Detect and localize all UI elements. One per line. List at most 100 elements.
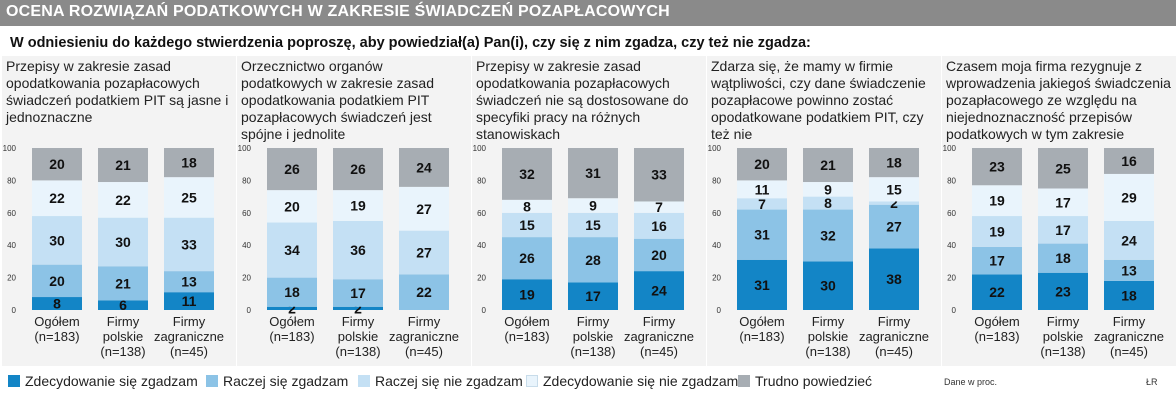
bar-segment (267, 222, 317, 278)
bar-segment (98, 300, 148, 310)
category-label: (n=183) (34, 329, 79, 344)
data-label: 19 (519, 287, 535, 303)
legend-label: Zdecydowanie się nie zgadzam (543, 373, 739, 389)
stacked-bar-chart: 0 20 40 60 80 100 19 26 15 8 32 Ogółem(n=183) 17 28 15… (473, 144, 694, 359)
y-tick-label: 0 (482, 306, 487, 315)
bar-segment (972, 274, 1022, 310)
bar-segment (737, 259, 787, 310)
data-label: 18 (284, 284, 300, 300)
bar-segment (333, 306, 383, 310)
data-label: 33 (651, 167, 667, 183)
category-label: (n=45) (1110, 344, 1148, 359)
category-label: Firmy (1047, 314, 1080, 329)
legend: Zdecydowanie się zgadzam Raczej się zgad… (8, 373, 1108, 393)
legend-swatch (526, 375, 538, 387)
data-label: 17 (585, 288, 601, 304)
bar-segment (164, 148, 214, 178)
category-label: Ogółem (739, 314, 785, 329)
panel-title: Zdarza się, że mamy w firmie wątpliwości… (711, 58, 926, 142)
data-label: 21 (820, 157, 836, 173)
legend-label: Raczej się zgadzam (223, 373, 349, 389)
bar-segment (502, 279, 552, 310)
data-label: 32 (820, 227, 836, 243)
data-label: 26 (284, 161, 300, 177)
data-label: 24 (1121, 232, 1137, 248)
category-label: (n=45) (640, 344, 678, 359)
y-tick-label: 20 (7, 274, 16, 283)
data-label: 8 (523, 198, 531, 214)
legend-item: Zdecydowanie się zgadzam (8, 373, 198, 389)
data-label: 30 (115, 234, 131, 250)
data-label: 38 (886, 271, 902, 287)
category-label: Firmy (1113, 314, 1146, 329)
y-tick-label: 80 (242, 176, 251, 185)
category-label: Ogółem (504, 314, 550, 329)
data-label: 26 (519, 250, 535, 266)
legend-item: Raczej się zgadzam (206, 373, 348, 389)
category-label: (n=138) (100, 344, 145, 359)
data-label: 31 (754, 227, 770, 243)
data-label: 24 (651, 283, 667, 299)
data-label: 17 (350, 285, 366, 301)
data-label: 15 (519, 217, 535, 233)
data-label: 25 (181, 189, 197, 205)
category-label: zagraniczne (1094, 329, 1164, 344)
y-tick-label: 100 (238, 144, 252, 153)
category-label: Firmy (342, 314, 375, 329)
category-label: polskie (573, 329, 613, 344)
bar-segment (164, 292, 214, 310)
data-label: 18 (181, 155, 197, 171)
chart-panel-1: Przepisy w zakresie zasad opodatkowania … (2, 56, 236, 366)
bar-segment (333, 190, 383, 221)
panel-title: Przepisy w zakresie zasad opodatkowania … (6, 58, 229, 125)
y-tick-label: 20 (947, 274, 956, 283)
data-label: 30 (49, 232, 65, 248)
y-tick-label: 0 (717, 306, 722, 315)
data-label: 22 (416, 284, 432, 300)
bar-segment (98, 182, 148, 218)
bar-segment (803, 261, 853, 310)
category-label: (n=183) (504, 329, 549, 344)
data-label: 7 (655, 199, 663, 215)
bar-segment (1104, 148, 1154, 174)
bar-segment (98, 217, 148, 267)
bar-segment (634, 148, 684, 202)
bar-segment (972, 185, 1022, 217)
data-label: 22 (989, 284, 1005, 300)
data-label: 27 (416, 244, 432, 260)
y-tick-label: 0 (247, 306, 252, 315)
data-label: 9 (589, 198, 597, 214)
panel-title: Orzecznictwo organów podatkowych w zakre… (241, 58, 434, 142)
bar-segment (568, 237, 618, 283)
data-label: 25 (1055, 160, 1071, 176)
y-tick-label: 20 (712, 274, 721, 283)
stacked-bar-chart: 0 20 40 60 80 100 8 20 30 22 20 Ogółem(n=183) 6 21 30 2… (3, 144, 224, 359)
bar-segment (32, 297, 82, 310)
category-label: Firmy (878, 314, 911, 329)
category-label: polskie (808, 329, 848, 344)
legend-item: Zdecydowanie się nie zgadzam (526, 373, 738, 389)
data-label: 6 (119, 297, 127, 313)
legend-label: Trudno powiedzieć (755, 373, 872, 389)
panel-title: Przepisy w zakresie zasad opodatkowania … (476, 58, 689, 142)
bar-segment (399, 230, 449, 275)
data-label: 11 (755, 181, 770, 197)
data-label: 32 (519, 166, 535, 182)
data-label: 13 (1121, 262, 1137, 278)
data-label: 18 (886, 155, 902, 171)
y-tick-label: 60 (7, 209, 16, 218)
bar-segment (502, 237, 552, 280)
data-label: 18 (1121, 287, 1137, 303)
data-label: 18 (1055, 250, 1071, 266)
category-label: (n=183) (974, 329, 1019, 344)
bar-segment (568, 148, 618, 199)
bar-segment (1038, 188, 1088, 217)
y-tick-label: 60 (712, 209, 721, 218)
chart-panel-5: Czasem moja firma rezygnuje z wprowadzen… (942, 56, 1176, 366)
bar-segment (634, 201, 684, 213)
bar-segment (1104, 259, 1154, 281)
bar-segment (32, 264, 82, 298)
category-label: zagraniczne (624, 329, 694, 344)
bar-segment (803, 148, 853, 183)
bar-segment (1038, 272, 1088, 310)
